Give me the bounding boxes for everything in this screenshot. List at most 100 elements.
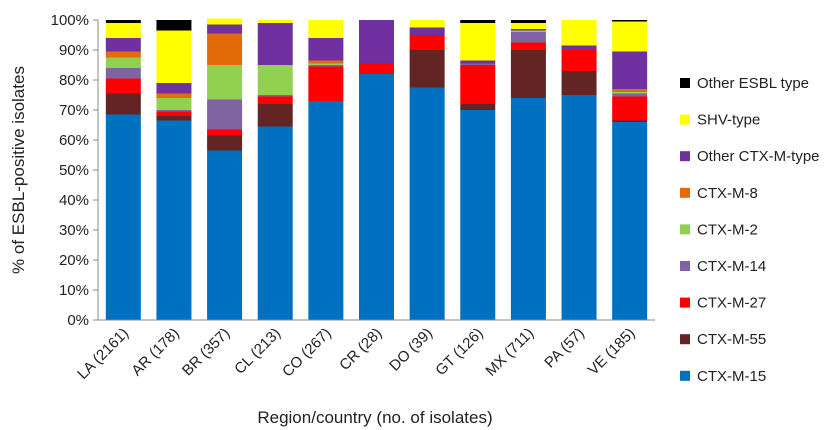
bar-segment [105,57,141,68]
bar-segment [207,24,243,34]
y-tick-label: 0% [67,312,89,329]
bar-segment [561,95,597,320]
bar-segment [156,83,192,94]
bar-segment [207,129,243,136]
bar-segment [510,42,546,50]
bar-segment [207,33,243,65]
legend-swatch [680,78,690,88]
bar-segment [409,87,445,320]
y-tick-label: 100% [51,12,89,29]
bar-segment [257,95,293,97]
bar-segment [105,20,141,23]
bar-segment [308,101,344,320]
legend: Other ESBL type SHV-type Other CTX-M-type C… [680,75,820,385]
bar-segment [359,63,394,74]
bar-segment [105,93,141,115]
legend-label: CTX-M-55 [697,331,766,348]
bar-segment [257,20,293,23]
legend-label: SHV-type [697,112,760,129]
bar-segment [612,20,648,22]
x-tick-label: DO (39) [386,325,436,375]
bar-segment [409,50,445,88]
x-tick-label: GT (126) [432,325,486,379]
bar-segment [460,63,496,65]
x-tick-label: CL (213) [231,325,284,378]
x-tick-label: CO (267) [279,325,335,381]
bar-segment [460,104,496,110]
bar-segment [612,122,648,320]
legend-label: Other ESBL type [697,75,809,92]
bar-segment [156,111,192,116]
bar-segment [207,99,243,130]
bar-segment [612,96,648,121]
legend-swatch [680,261,690,271]
bar-segment [308,66,344,101]
y-tick-label: 80% [59,72,89,89]
legend-label: Other CTX-M-type [697,148,820,165]
y-tick-label: 40% [59,192,89,209]
y-tick-label: 10% [59,282,89,299]
bar-segment [561,20,597,46]
y-axis-ticks: 0% 10% 20% 30% 40% 50% 60% 70% 80% 90% 100% [51,12,98,329]
legend-swatch [680,297,690,308]
bar-segment [207,18,243,25]
bar-segment [510,23,546,29]
bar-segment [561,71,597,95]
x-tick-label: LA (2161) [74,325,132,383]
bar-segment [308,38,344,61]
x-tick-label: PA (57) [541,325,588,372]
bar-segment [510,50,546,98]
legend-swatch [680,114,690,125]
bar-segment [207,150,243,320]
bar-segment [308,60,344,64]
bar-segment [409,35,445,50]
bar-segment [156,120,192,320]
bar-segment [460,60,496,64]
bar-segment [510,20,546,23]
bar-segment [510,98,546,320]
legend-label: CTX-M-2 [697,221,758,238]
y-tick-label: 70% [59,102,89,119]
bar-segment [359,20,394,64]
x-axis-title: Region/country (no. of isolates) [257,408,492,427]
bar-segment [156,116,192,121]
bar-segment [156,20,192,31]
bar-segment [105,68,141,79]
bar-segment [612,89,648,92]
bar-segment [105,38,141,52]
bar-segment [612,21,648,52]
bar-segment [510,30,546,32]
y-axis-title: % of ESBL-positive isolates [9,66,28,274]
bar-segment [257,126,293,320]
bar-segment [409,27,445,35]
bar-segment [105,51,141,58]
bar-segment [460,20,496,23]
x-axis-ticks: LA (2161)AR (178)BR (357)CL (213)CO (267… [74,325,638,383]
bar-segment [409,20,445,28]
y-tick-label: 60% [59,132,89,149]
bar-segment [105,78,141,94]
bar-stacks [105,18,648,320]
bar-segment [156,30,192,83]
legend-label: CTX-M-14 [697,258,766,275]
bar-segment [510,32,546,43]
bar-segment [105,23,141,38]
legend-swatch [680,151,690,162]
bar-segment [257,65,293,95]
bar-segment [561,50,597,71]
y-tick-label: 50% [59,162,89,179]
bar-segment [308,65,344,67]
bar-segment [510,29,546,31]
legend-label: CTX-M-15 [697,368,766,385]
bar-segment [612,51,648,89]
bar-segment [308,20,344,38]
y-tick-label: 20% [59,252,89,269]
x-tick-label: BR (357) [179,325,233,379]
bar-segment [257,96,293,104]
bar-segment [460,23,496,61]
bar-segment [612,120,648,122]
bar-segment [561,45,597,50]
bar-segment [612,92,648,94]
bar-segment [105,114,141,320]
bar-segment [460,110,496,320]
